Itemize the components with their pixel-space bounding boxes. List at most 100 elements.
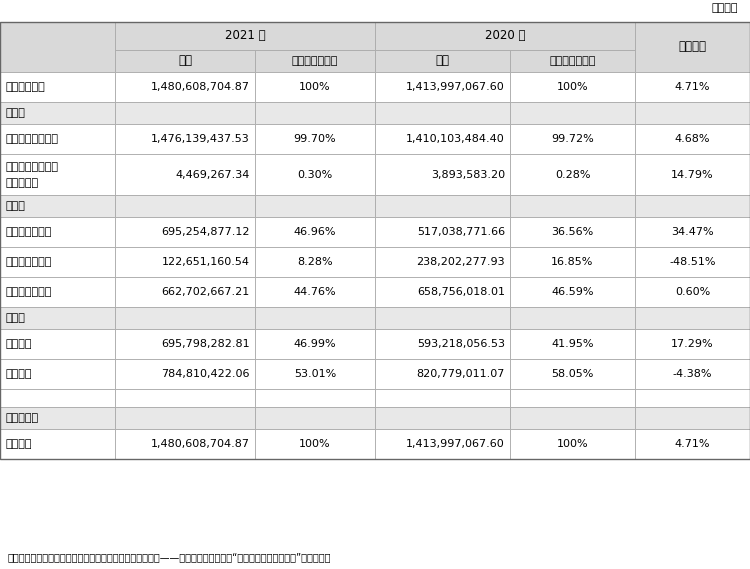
Bar	[115, 389, 255, 407]
Text: 8.28%: 8.28%	[297, 257, 333, 267]
Text: 100%: 100%	[299, 439, 331, 449]
Bar	[635, 359, 750, 389]
Text: 南方区域: 南方区域	[5, 369, 32, 380]
Bar	[255, 154, 375, 196]
Text: 营业收入合计: 营业收入合计	[5, 81, 45, 92]
Bar	[510, 329, 635, 359]
Text: 820,779,011.07: 820,779,011.07	[417, 369, 505, 380]
Bar	[255, 102, 375, 123]
Bar	[375, 429, 510, 459]
Bar	[375, 72, 510, 102]
Bar	[375, 217, 510, 248]
Bar	[0, 359, 115, 389]
Bar	[375, 248, 510, 278]
Bar	[375, 407, 510, 429]
Text: 46.99%: 46.99%	[294, 339, 336, 349]
Text: 1,410,103,484.40: 1,410,103,484.40	[406, 134, 505, 143]
Text: -48.51%: -48.51%	[669, 257, 716, 267]
Bar	[0, 123, 115, 154]
Text: 占营业收入比重: 占营业收入比重	[549, 56, 596, 65]
Bar	[115, 307, 255, 329]
Text: 系统集成类业务: 系统集成类业务	[5, 257, 51, 267]
Bar	[0, 329, 115, 359]
Text: 市规划领域: 市规划领域	[5, 178, 38, 188]
Bar	[375, 389, 510, 407]
Text: 分产品: 分产品	[5, 201, 25, 212]
Bar	[635, 307, 750, 329]
Text: -4.38%: -4.38%	[673, 369, 712, 380]
Text: 金额: 金额	[178, 54, 192, 67]
Bar	[255, 359, 375, 389]
Bar	[115, 248, 255, 278]
Bar	[375, 329, 510, 359]
Text: 0.30%: 0.30%	[297, 170, 333, 180]
Text: 北方区域: 北方区域	[5, 339, 32, 349]
Text: 662,702,667.21: 662,702,667.21	[162, 287, 250, 298]
Text: 同比增减: 同比增减	[679, 40, 706, 53]
Bar	[510, 196, 635, 217]
Bar	[115, 22, 375, 50]
Text: 运营服务类业务: 运营服务类业务	[5, 287, 51, 298]
Text: 系统软件类业务: 系统软件类业务	[5, 228, 51, 237]
Bar	[635, 429, 750, 459]
Text: 99.72%: 99.72%	[551, 134, 594, 143]
Bar	[375, 196, 510, 217]
Bar	[0, 217, 115, 248]
Bar	[115, 407, 255, 429]
Bar	[635, 278, 750, 307]
Bar	[115, 278, 255, 307]
Text: 公司需遵守《深圳证券交易所上市公司自律监管指引第３号——行业信息披露》中的“软件与信息技术服务业”的披露要求: 公司需遵守《深圳证券交易所上市公司自律监管指引第３号——行业信息披露》中的“软件…	[8, 552, 332, 562]
Bar	[115, 196, 255, 217]
Bar	[635, 123, 750, 154]
Bar	[255, 196, 375, 217]
Text: 593,218,056.53: 593,218,056.53	[417, 339, 505, 349]
Bar	[635, 72, 750, 102]
Bar	[255, 217, 375, 248]
Text: 44.76%: 44.76%	[294, 287, 336, 298]
Bar	[255, 50, 375, 72]
Bar	[635, 22, 750, 72]
Bar	[255, 72, 375, 102]
Bar	[0, 196, 115, 217]
Bar	[635, 389, 750, 407]
Bar	[0, 102, 115, 123]
Text: 0.60%: 0.60%	[675, 287, 710, 298]
Text: 占营业收入比重: 占营业收入比重	[292, 56, 338, 65]
Text: 36.56%: 36.56%	[551, 228, 594, 237]
Bar	[0, 429, 115, 459]
Bar	[115, 154, 255, 196]
Bar	[115, 329, 255, 359]
Bar	[635, 407, 750, 429]
Bar	[635, 154, 750, 196]
Text: 695,798,282.81: 695,798,282.81	[161, 339, 250, 349]
Bar	[115, 359, 255, 389]
Bar	[0, 22, 750, 459]
Bar	[255, 389, 375, 407]
Text: 单位：元: 单位：元	[712, 3, 738, 13]
Text: 46.96%: 46.96%	[294, 228, 336, 237]
Bar	[510, 278, 635, 307]
Text: 直接销售: 直接销售	[5, 439, 32, 449]
Text: 金额: 金额	[436, 54, 449, 67]
Bar	[0, 248, 115, 278]
Bar	[635, 196, 750, 217]
Text: 2021 年: 2021 年	[225, 29, 266, 42]
Bar	[375, 307, 510, 329]
Bar	[510, 389, 635, 407]
Bar	[375, 123, 510, 154]
Text: 784,810,422.06: 784,810,422.06	[161, 369, 250, 380]
Bar	[635, 102, 750, 123]
Text: 238,202,277.93: 238,202,277.93	[416, 257, 505, 267]
Bar	[115, 217, 255, 248]
Text: 46.59%: 46.59%	[551, 287, 594, 298]
Text: 国土资源管理与城: 国土资源管理与城	[5, 162, 58, 171]
Bar	[510, 217, 635, 248]
Bar	[0, 278, 115, 307]
Bar	[0, 72, 115, 102]
Text: 122,651,160.54: 122,651,160.54	[162, 257, 250, 267]
Bar	[510, 72, 635, 102]
Text: 41.95%: 41.95%	[551, 339, 594, 349]
Bar	[255, 329, 375, 359]
Text: 16.85%: 16.85%	[551, 257, 594, 267]
Bar	[115, 72, 255, 102]
